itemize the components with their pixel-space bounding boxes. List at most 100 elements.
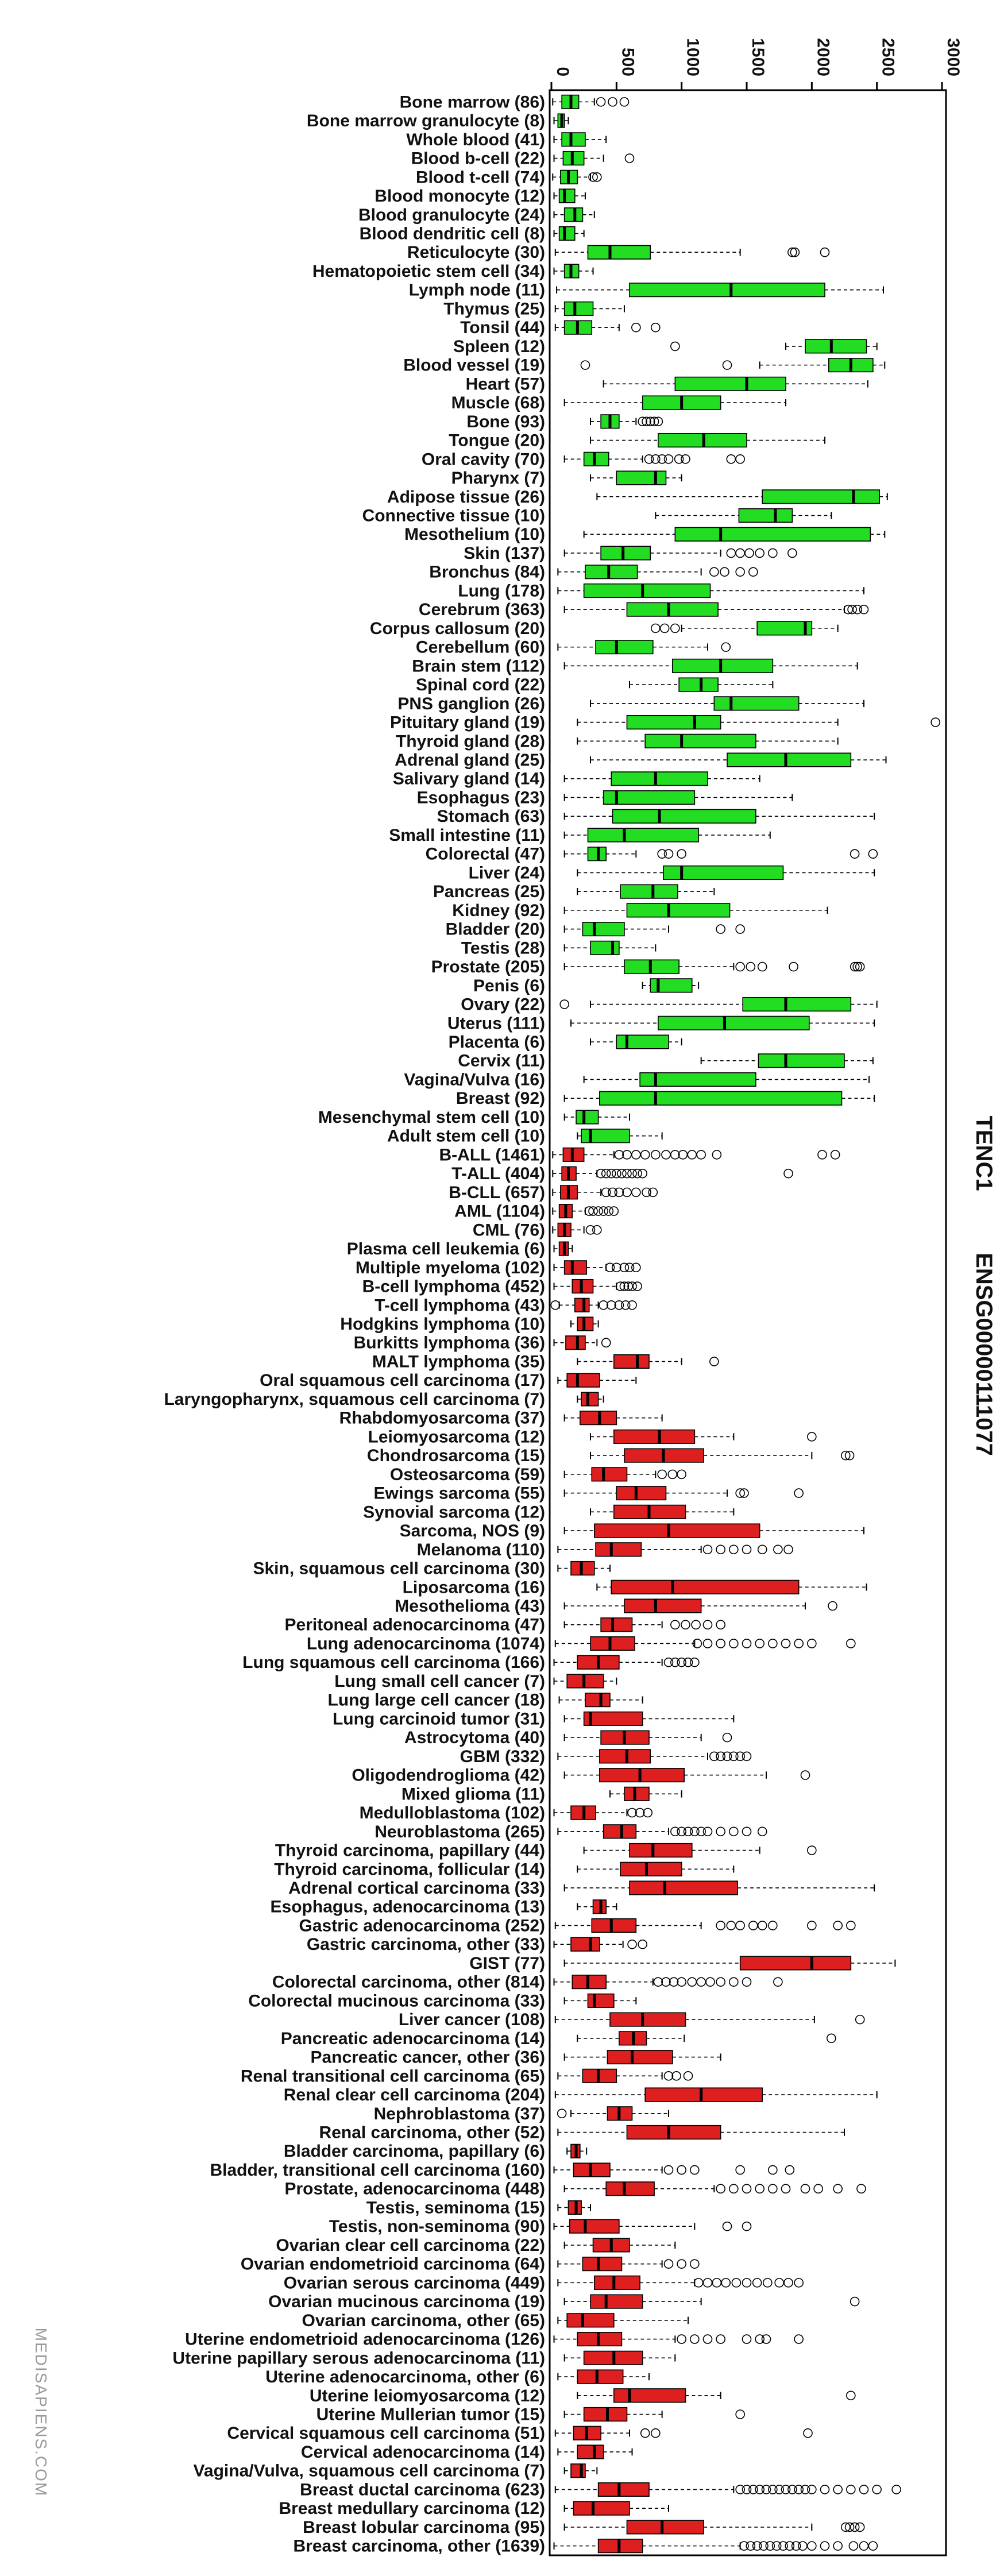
outlier-point xyxy=(709,1357,719,1366)
outlier-point xyxy=(930,717,940,727)
box-row xyxy=(563,546,797,561)
box-iqr xyxy=(590,1636,635,1651)
box-row xyxy=(570,1015,875,1030)
outlier-point xyxy=(592,172,602,182)
outlier-point xyxy=(742,2221,752,2231)
box-iqr xyxy=(672,658,774,673)
outlier-point xyxy=(781,2485,791,2494)
category-label: Mixed glioma (11) xyxy=(401,1785,545,1803)
box-iqr xyxy=(629,1843,693,1858)
outlier-point xyxy=(619,1262,630,1273)
box-row xyxy=(577,2031,836,2046)
box-row xyxy=(577,733,839,748)
box-row xyxy=(590,1504,735,1519)
box-iqr xyxy=(612,809,756,824)
category-label: Blood b-cell (22) xyxy=(411,149,545,168)
box-iqr xyxy=(582,2257,623,2272)
outlier-point xyxy=(670,1826,680,1837)
outlier-point xyxy=(631,322,641,333)
outlier-point xyxy=(773,1544,783,1555)
outlier-point xyxy=(614,1150,624,1160)
outlier-point xyxy=(632,1168,642,1179)
box-iqr xyxy=(582,922,625,937)
outlier-point xyxy=(768,1639,778,1648)
outlier-point xyxy=(605,1262,615,1273)
box-row xyxy=(557,1561,611,1576)
category-label: Laryngopharynx, squamous cell carcinoma … xyxy=(164,1390,545,1409)
category-label: Gastric adenocarcinoma (252) xyxy=(299,1916,545,1935)
outlier-point xyxy=(596,97,606,107)
category-label: Sarcoma, NOS (9) xyxy=(400,1521,545,1540)
box-row xyxy=(700,1053,874,1068)
category-label: Ovarian serous carcinoma (449) xyxy=(284,2273,545,2292)
box-row xyxy=(554,2482,901,2497)
box-row xyxy=(563,1730,732,1745)
outlier-point xyxy=(755,548,765,558)
box-iqr xyxy=(658,1015,810,1030)
category-label: Cervical squamous cell carcinoma (51) xyxy=(227,2424,545,2443)
box-iqr xyxy=(595,1542,642,1557)
box-row xyxy=(552,169,602,184)
box-row xyxy=(552,1185,658,1200)
box-iqr xyxy=(611,1579,800,1594)
outlier-point xyxy=(622,1168,632,1179)
outlier-point xyxy=(696,1150,706,1160)
outlier-point xyxy=(803,2428,813,2438)
outlier-point xyxy=(739,1488,749,1498)
outlier-point xyxy=(643,1808,653,1818)
category-label: Heart (57) xyxy=(466,374,545,393)
outlier-point xyxy=(828,1601,837,1611)
category-label: Prostate (205) xyxy=(431,957,545,976)
box-iqr xyxy=(574,1297,590,1312)
outlier-point xyxy=(716,1751,725,1762)
outlier-point xyxy=(830,1150,840,1160)
box-row xyxy=(557,2444,633,2459)
box-row xyxy=(553,226,585,241)
box-row xyxy=(563,2238,676,2253)
category-label: Esophagus, adenocarcinoma (13) xyxy=(271,1898,545,1917)
box-iqr xyxy=(558,188,576,203)
category-label: Peritoneal adenocarcinoma (47) xyxy=(285,1616,546,1635)
category-label: Salivary gland (14) xyxy=(393,770,545,789)
outlier-point xyxy=(677,2165,686,2175)
box-row xyxy=(577,1129,663,1144)
category-label: Muscle (68) xyxy=(451,393,545,412)
category-label: MALT lymphoma (35) xyxy=(372,1352,545,1371)
outlier-point xyxy=(752,2541,762,2551)
category-label: Esophagus (23) xyxy=(417,788,545,807)
box-row xyxy=(553,1241,573,1256)
category-label: Liposarcoma (16) xyxy=(403,1578,545,1597)
box-row xyxy=(563,451,745,466)
category-label: Blood granulocyte (24) xyxy=(358,206,545,225)
outlier-point xyxy=(748,2485,758,2494)
outlier-point xyxy=(833,2184,843,2194)
outlier-point xyxy=(735,1488,745,1498)
outlier-point xyxy=(651,454,661,464)
axis-tick-label: 1500 xyxy=(748,38,767,76)
outlier-point xyxy=(677,1826,686,1837)
box-row xyxy=(670,339,878,354)
outlier-point xyxy=(742,2334,752,2344)
box-iqr xyxy=(674,376,786,391)
box-iqr xyxy=(727,752,852,767)
outlier-point xyxy=(726,454,736,464)
category-label: Cervical adenocarcinoma (14) xyxy=(301,2443,545,2462)
box-row xyxy=(563,2049,721,2065)
box-row xyxy=(553,207,595,222)
category-label: Spinal cord (22) xyxy=(416,675,545,694)
outlier-point xyxy=(852,604,862,615)
outlier-point xyxy=(785,2541,795,2551)
category-label: Bladder carcinoma, papillary (6) xyxy=(284,2142,545,2161)
box-iqr xyxy=(583,451,609,466)
outlier-point xyxy=(663,2071,674,2081)
box-row xyxy=(557,1542,793,1557)
outlier-point xyxy=(615,1281,626,1291)
box-iqr xyxy=(570,2463,586,2478)
axis-tick-label: 500 xyxy=(618,48,637,76)
category-label: Renal clear cell carcinoma (204) xyxy=(284,2085,545,2104)
outlier-point xyxy=(585,1225,596,1235)
outlier-point xyxy=(638,416,647,427)
outlier-point xyxy=(627,1281,637,1291)
outlier-point xyxy=(663,2165,674,2175)
outlier-point xyxy=(663,849,674,859)
